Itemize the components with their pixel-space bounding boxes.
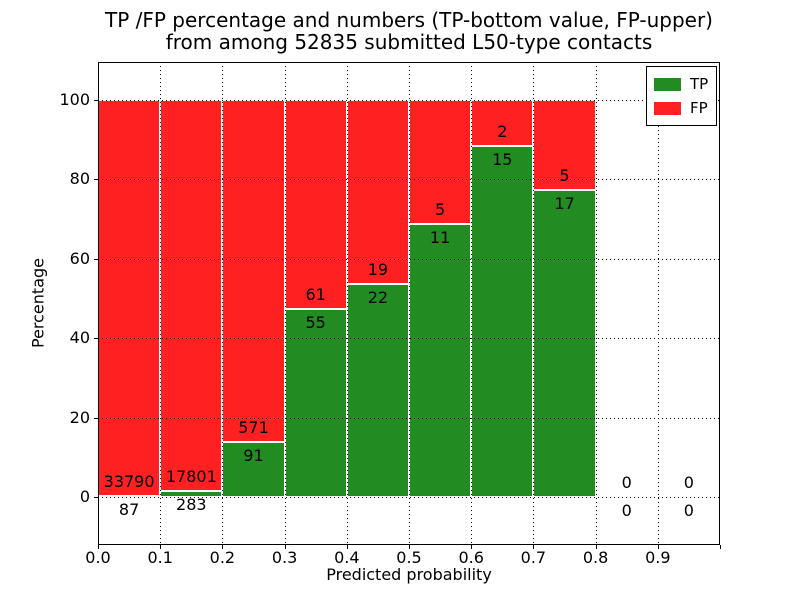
- chart-title-line1: TP /FP percentage and numbers (TP-bottom…: [105, 8, 713, 32]
- x-gridline: [471, 62, 473, 545]
- x-tick-mark: [222, 545, 224, 549]
- tp-count-label: 87: [118, 499, 140, 519]
- fp-count-label: 571: [238, 418, 269, 438]
- tp-count-label: 0: [621, 501, 632, 520]
- x-tick-label: 0.9: [645, 548, 671, 567]
- fp-count-label: 2: [497, 122, 508, 142]
- chart-title: TP /FP percentage and numbers (TP-bottom…: [98, 9, 720, 53]
- x-tick-mark: [595, 545, 597, 549]
- y-tick-label: 100: [59, 89, 90, 109]
- x-tick-mark: [657, 545, 659, 549]
- x-tick-mark: [98, 545, 99, 549]
- x-tick-label: 0.0: [85, 548, 111, 567]
- tp-count-label: 55: [305, 312, 326, 332]
- fp-count-label: 61: [305, 284, 326, 304]
- y-tick-label: 20: [69, 407, 90, 427]
- y-tick-mark: [94, 99, 98, 101]
- bar-fp-segment: [346, 99, 409, 284]
- y-tick-mark: [94, 258, 98, 260]
- y-tick-mark: [94, 417, 98, 419]
- x-tick-mark: [160, 545, 162, 549]
- x-tick-mark: [346, 545, 348, 549]
- y-tick-mark: [94, 179, 98, 180]
- y-tick-label: 0: [79, 487, 90, 506]
- x-tick-mark: [409, 545, 410, 549]
- fp-count-label: 0: [621, 473, 632, 492]
- x-gridline: [657, 62, 659, 545]
- tp-count-label: 91: [243, 446, 264, 466]
- bar-fp-segment: [160, 99, 223, 491]
- y-tick-label: 40: [69, 328, 90, 347]
- legend-swatch-fp: [654, 101, 681, 115]
- x-gridline: [284, 62, 286, 545]
- tp-count-label: 11: [429, 227, 451, 247]
- x-tick-label: 0.7: [520, 548, 547, 567]
- x-tick-label: 0.8: [582, 548, 609, 567]
- tp-count-label: 17: [554, 193, 575, 213]
- fp-count-label: 17801: [165, 466, 217, 486]
- bar-tp-segment: [409, 223, 472, 497]
- tp-count-label: 22: [367, 287, 389, 307]
- legend-label: TP: [690, 74, 709, 93]
- x-tick-label: 0.3: [271, 548, 298, 567]
- bar-tp-segment: [533, 189, 596, 497]
- x-tick-label: 0.5: [396, 548, 422, 567]
- legend-swatch-tp: [654, 77, 681, 91]
- x-tick-mark: [284, 545, 286, 549]
- chart-title-line2: from among 52835 submitted L50-type cont…: [165, 30, 653, 54]
- fp-count-label: 0: [683, 473, 694, 492]
- x-gridline: [346, 62, 348, 545]
- x-tick-mark: [720, 545, 721, 549]
- y-tick-mark: [94, 338, 98, 339]
- x-tick-label: 0.6: [458, 548, 484, 567]
- legend-item-fp: FP: [654, 96, 716, 120]
- y-tick-label: 80: [69, 169, 90, 188]
- legend-label: FP: [690, 98, 708, 117]
- y-axis-label: Percentage: [28, 257, 48, 349]
- x-tick-label: 0.2: [209, 548, 236, 567]
- x-tick-label: 0.1: [147, 548, 173, 567]
- legend: TP FP: [646, 66, 717, 126]
- tp-count-label: 283: [176, 494, 207, 514]
- x-axis-label: Predicted probability: [326, 565, 492, 584]
- x-gridline: [222, 62, 224, 545]
- tp-count-label: 15: [492, 150, 513, 170]
- fp-count-label: 5: [559, 165, 570, 185]
- x-gridline: [160, 62, 162, 545]
- legend-item-tp: TP: [654, 72, 716, 96]
- y-tick-mark: [94, 497, 98, 498]
- bar-fp-segment: [98, 99, 161, 496]
- x-tick-label: 0.4: [334, 548, 360, 567]
- fp-count-label: 19: [367, 259, 389, 279]
- plot-area: [98, 62, 720, 545]
- x-gridline: [533, 62, 535, 545]
- tp-count-label: 0: [683, 501, 694, 520]
- fp-count-label: 5: [435, 199, 446, 219]
- y-tick-label: 60: [69, 248, 90, 268]
- x-tick-mark: [533, 545, 535, 549]
- x-gridline: [409, 62, 410, 545]
- fp-count-label: 33790: [103, 471, 155, 491]
- x-tick-mark: [471, 545, 473, 549]
- x-gridline: [595, 62, 597, 545]
